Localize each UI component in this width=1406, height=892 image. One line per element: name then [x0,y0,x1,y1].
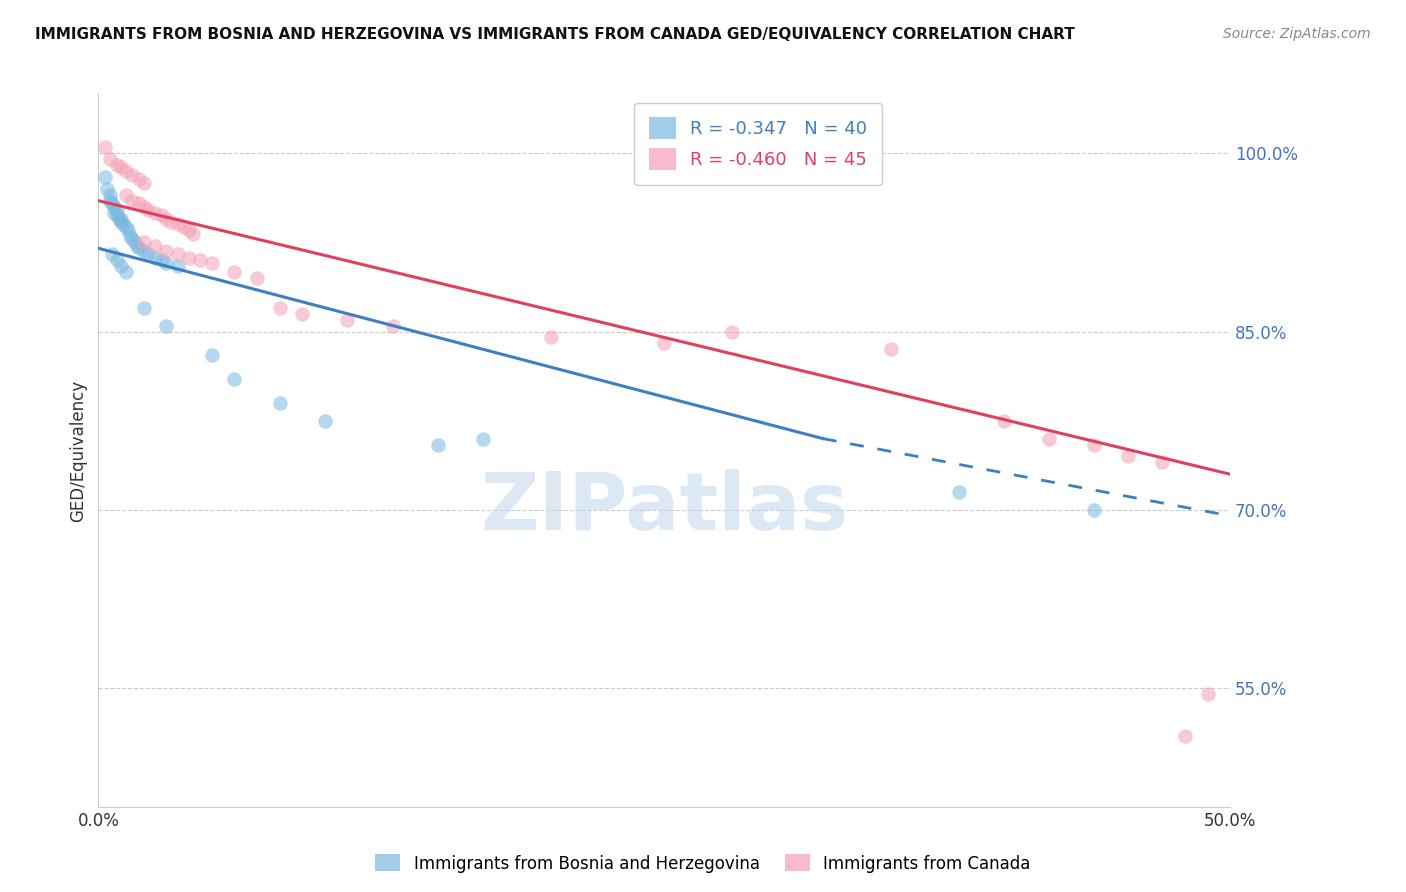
Point [132,235,155,250]
Point [948,485,970,500]
Point [112,218,135,232]
Point [121,194,143,208]
Point [121,232,143,246]
Point [110,215,132,229]
Point [105,203,128,218]
Point [132,301,155,315]
Point [124,235,146,250]
Point [1083,503,1105,517]
Point [721,325,744,339]
Point [110,259,132,273]
Point [269,396,291,410]
Point [132,244,155,258]
Point [472,432,495,446]
Point [166,247,188,261]
Point [136,247,159,261]
Point [107,211,129,226]
Point [105,208,128,222]
Point [98,152,121,166]
Point [1038,432,1060,446]
Point [125,239,148,253]
Text: IMMIGRANTS FROM BOSNIA AND HERZEGOVINA VS IMMIGRANTS FROM CANADA GED/EQUIVALENCY: IMMIGRANTS FROM BOSNIA AND HERZEGOVINA V… [35,27,1076,42]
Point [246,271,269,285]
Point [132,176,155,190]
Point [336,312,359,326]
Point [652,336,676,351]
Point [101,196,124,211]
Point [98,187,121,202]
Point [155,318,177,333]
Point [114,265,136,279]
Point [188,253,211,268]
Point [173,219,195,234]
Point [105,253,128,268]
Point [136,203,159,218]
Point [1083,437,1105,451]
Point [150,253,173,268]
Point [128,196,150,211]
Point [114,187,136,202]
Point [314,414,336,428]
Point [291,307,314,321]
Point [427,437,450,451]
Point [269,301,291,315]
Point [103,200,125,214]
Point [94,140,117,154]
Point [201,255,224,269]
Text: Source: ZipAtlas.com: Source: ZipAtlas.com [1223,27,1371,41]
Legend: Immigrants from Bosnia and Herzegovina, Immigrants from Canada: Immigrants from Bosnia and Herzegovina, … [368,847,1038,880]
Point [110,161,132,175]
Point [150,208,173,222]
Point [183,227,205,241]
Point [177,223,200,237]
Point [540,330,562,344]
Point [143,239,166,253]
Point [103,205,125,219]
Legend: R = -0.347   N = 40, R = -0.460   N = 45: R = -0.347 N = 40, R = -0.460 N = 45 [634,103,882,185]
Point [160,215,183,229]
Point [114,164,136,178]
Y-axis label: GED/Equivalency: GED/Equivalency [69,379,87,522]
Point [1174,729,1197,743]
Point [110,211,132,226]
Point [201,348,224,362]
Point [880,343,903,357]
Point [143,205,166,219]
Point [1197,687,1219,701]
Point [155,211,177,226]
Point [117,223,139,237]
Point [177,251,200,265]
Point [128,172,150,186]
Point [121,168,143,182]
Point [166,218,188,232]
Point [105,158,128,172]
Point [166,259,188,273]
Point [114,219,136,234]
Point [101,247,124,261]
Point [224,265,246,279]
Point [128,241,150,255]
Point [993,414,1015,428]
Point [1118,450,1140,464]
Point [381,318,404,333]
Point [1152,455,1174,469]
Point [98,194,121,208]
Point [224,372,246,386]
Point [94,169,117,184]
Point [155,244,177,258]
Point [132,200,155,214]
Text: ZIPatlas: ZIPatlas [481,468,848,547]
Point [155,255,177,269]
Point [120,229,142,244]
Point [96,182,118,196]
Point [143,251,166,265]
